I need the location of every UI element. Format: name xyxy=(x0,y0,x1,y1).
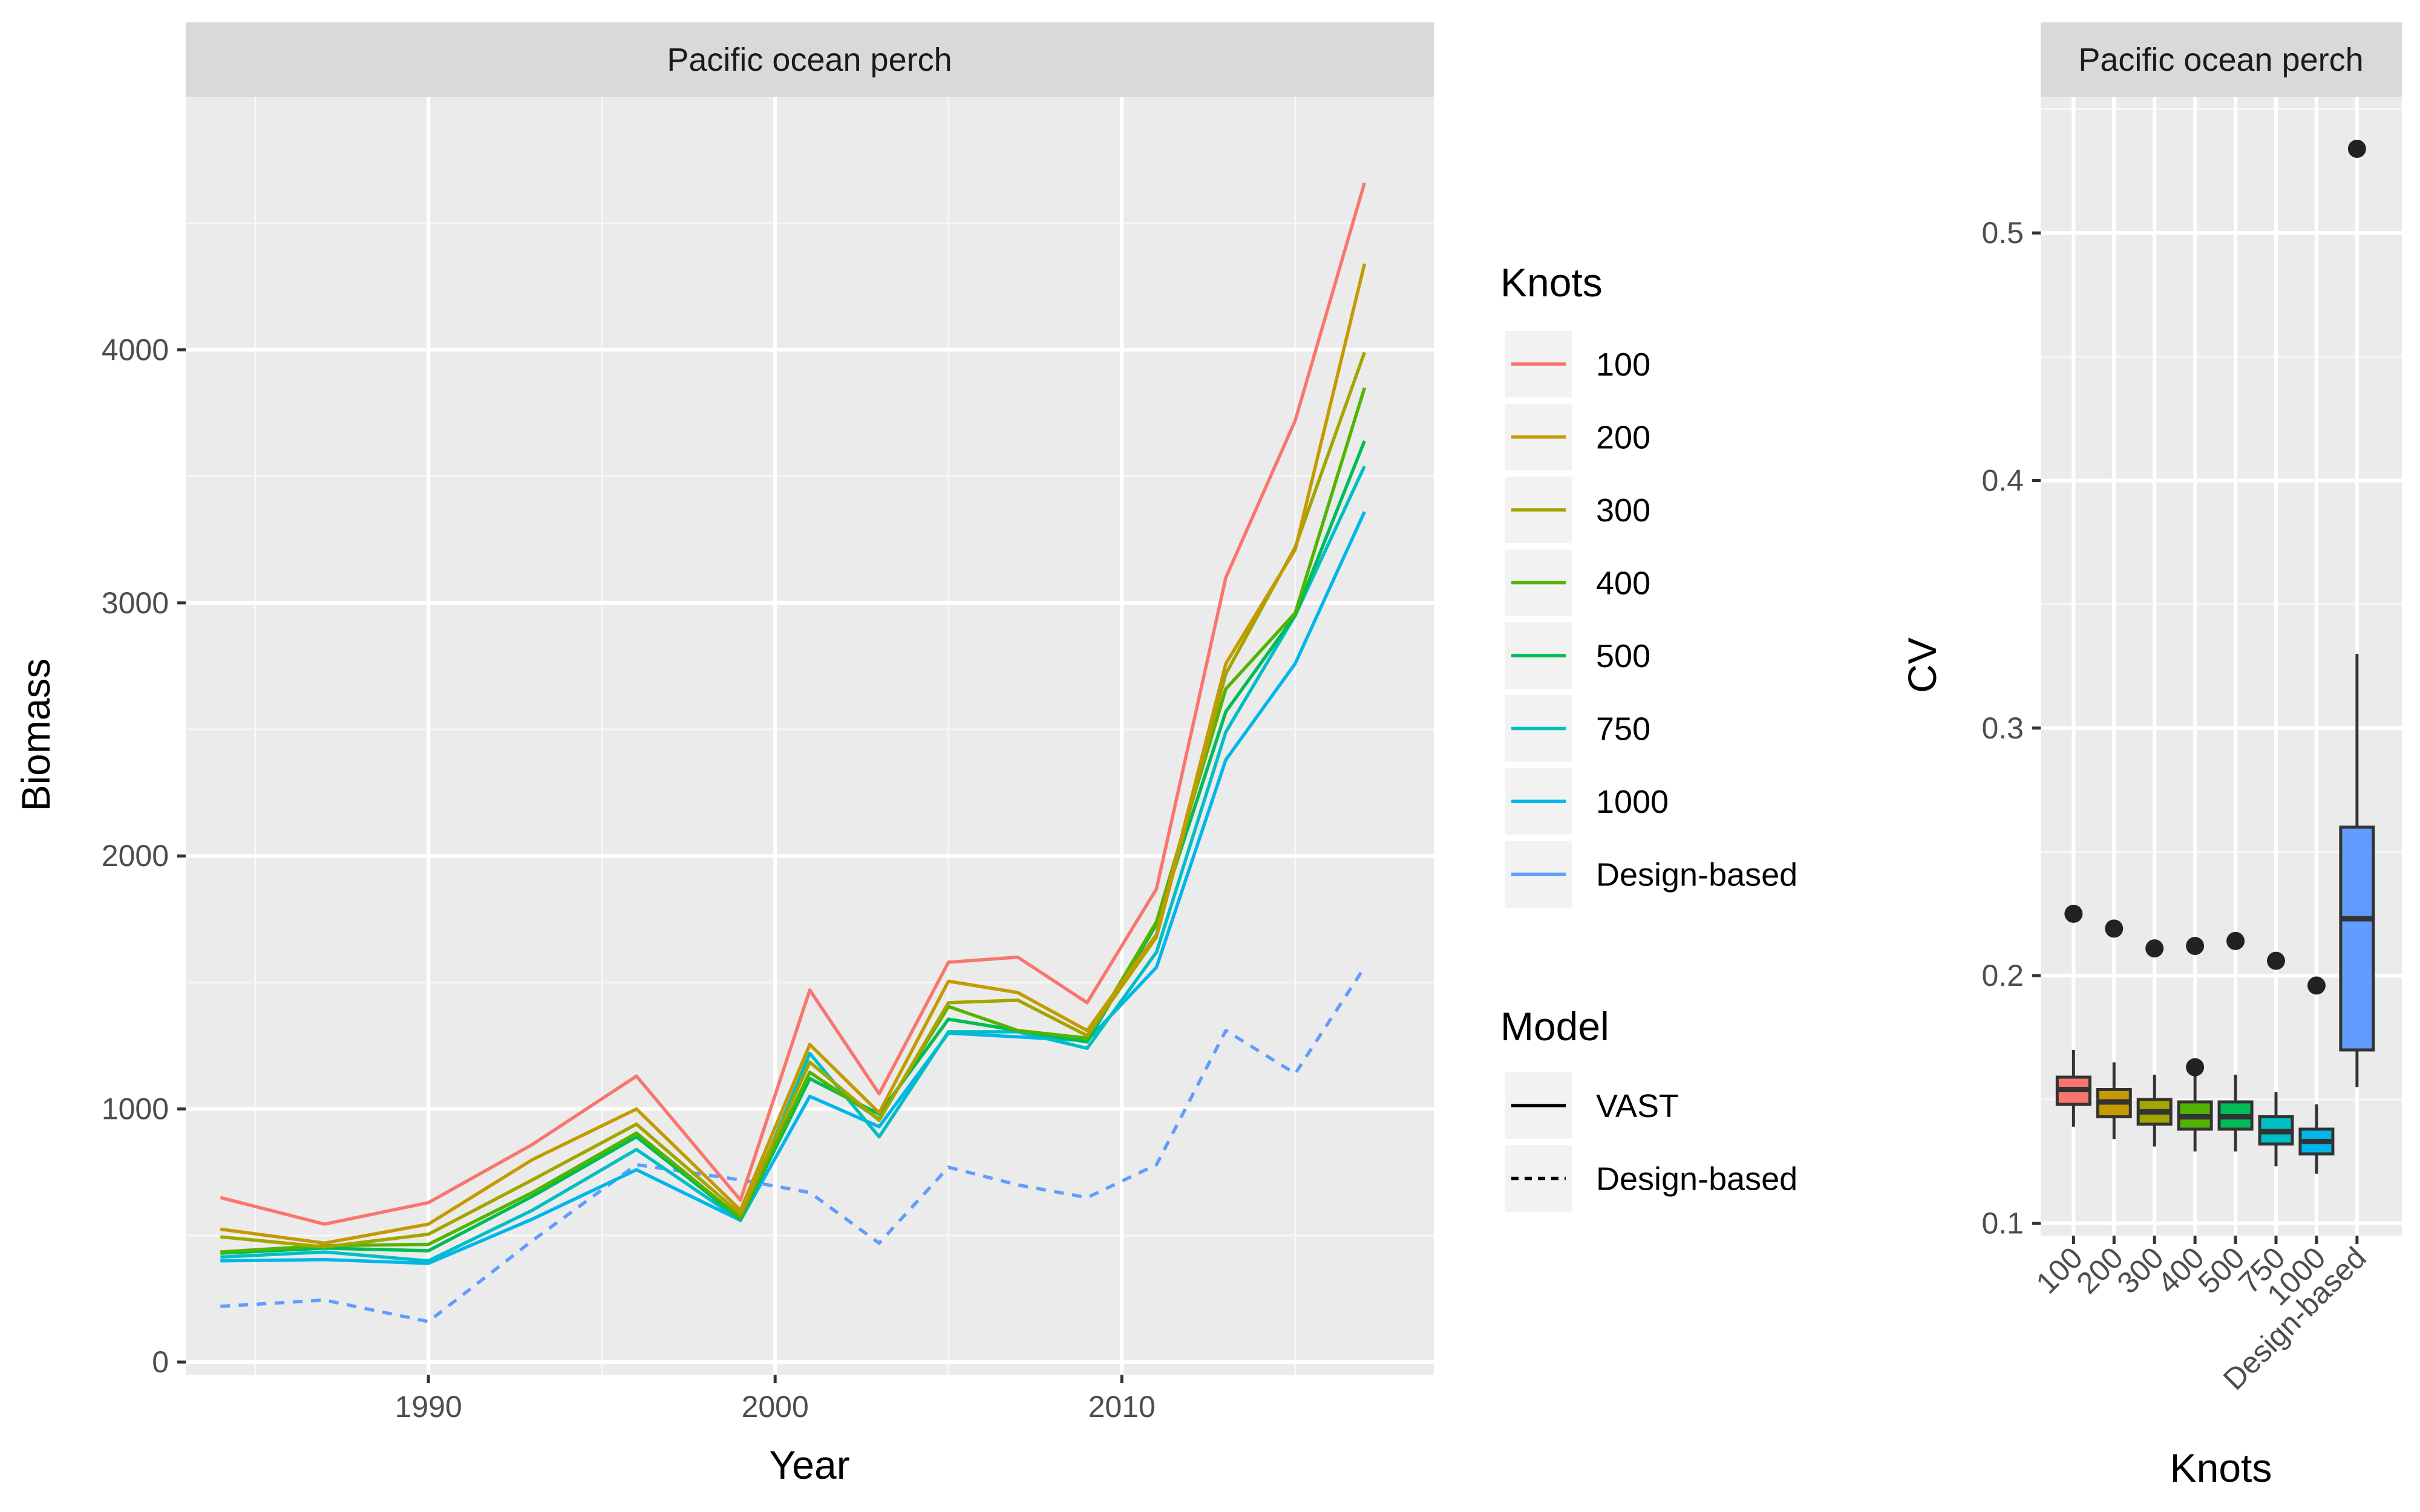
biomass-x-axis-title: Year xyxy=(769,1442,849,1487)
series-line-300-vast xyxy=(220,351,1366,1249)
y-tick-label: 0.4 xyxy=(1981,463,2024,497)
y-tick-label: 0.1 xyxy=(1981,1207,2024,1240)
legend-label-design-based: Design-based xyxy=(1596,857,1797,893)
biomass-panel: Pacific ocean perch 1990 2000 2010 0 1000 20… xyxy=(13,22,1434,1487)
box-100 xyxy=(2055,904,2091,1127)
biomass-x-axis: 1990 2000 2010 xyxy=(395,1375,1156,1424)
box-750 xyxy=(2258,951,2294,1167)
cv-y-axis: 0.1 0.2 0.3 0.4 0.5 xyxy=(1981,216,2041,1240)
box-1000 xyxy=(2298,976,2335,1174)
biomass-panel-strip-title: Pacific ocean perch xyxy=(667,42,952,78)
legend-label-500: 500 xyxy=(1596,638,1650,674)
outlier-point xyxy=(2105,919,2124,938)
series-line-200-vast xyxy=(220,263,1367,1245)
y-tick-label: 0.3 xyxy=(1981,711,2024,745)
x-tick-label: 2000 xyxy=(742,1390,809,1424)
y-tick-label: 2000 xyxy=(102,839,169,873)
legend-label-200: 200 xyxy=(1596,420,1650,456)
cv-panel: Pacific ocean perch 0.10.20.30.40.5 1002… xyxy=(1900,22,2402,1490)
cv-y-axis-title: CV xyxy=(1900,637,1944,693)
legend-label-1000: 1000 xyxy=(1596,784,1669,820)
legend-label-750: 750 xyxy=(1596,711,1650,748)
box-300 xyxy=(2136,939,2173,1147)
biomass-y-axis: 0 1000 2000 3000 4000 xyxy=(102,333,186,1379)
outlier-point xyxy=(2307,976,2326,995)
legend-label-400: 400 xyxy=(1596,565,1650,602)
biomass-y-axis-title: Biomass xyxy=(13,658,58,811)
legend-model-label-vast: VAST xyxy=(1596,1088,1679,1124)
series-line-100-vast xyxy=(220,182,1367,1226)
outlier-point xyxy=(2226,931,2245,950)
cv-x-axis-title: Knots xyxy=(2170,1445,2272,1490)
outlier-point xyxy=(2347,139,2366,158)
biomass-panel-strip xyxy=(186,22,1434,97)
biomass-gridlines xyxy=(186,97,1434,1375)
legend-model-label-design-based: Design-based xyxy=(1596,1161,1797,1198)
legend: Knots 100 200 300 400 500 750 1000 Design-based… xyxy=(1500,260,1797,1212)
box-body xyxy=(2339,826,2375,1052)
box-400 xyxy=(2177,937,2213,1152)
biomass-lines xyxy=(220,182,1367,1323)
y-tick-label: 1000 xyxy=(102,1092,169,1126)
x-tick-label: 1990 xyxy=(395,1390,462,1424)
outlier-point xyxy=(2186,937,2205,956)
legend-knots-title: Knots xyxy=(1500,260,1603,305)
legend-model-entries: VAST Design-based xyxy=(1505,1072,1797,1212)
legend-label-100: 100 xyxy=(1596,347,1650,383)
box-design-based xyxy=(2339,139,2375,1087)
cv-panel-strip xyxy=(2041,22,2402,97)
box-500 xyxy=(2217,931,2254,1152)
y-tick-label: 4000 xyxy=(102,333,169,367)
biomass-plot-area xyxy=(186,97,1434,1375)
cv-panel-strip-title: Pacific ocean perch xyxy=(2078,42,2363,78)
legend-model-title: Model xyxy=(1500,1004,1609,1049)
legend-label-300: 300 xyxy=(1596,492,1650,529)
outlier-point xyxy=(2186,1058,2205,1077)
cv-boxes xyxy=(2055,139,2375,1174)
y-tick-label: 0.2 xyxy=(1981,959,2024,992)
legend-knots-entries: 100 200 300 400 500 750 1000 Design-based xyxy=(1505,331,1797,908)
box-200 xyxy=(2096,919,2132,1139)
y-tick-label: 3000 xyxy=(102,586,169,620)
x-tick-label: 2010 xyxy=(1088,1390,1156,1424)
outlier-point xyxy=(2145,939,2164,958)
series-line-750-vast xyxy=(220,465,1366,1263)
series-line-design-based xyxy=(220,966,1366,1323)
outlier-point xyxy=(2064,904,2083,923)
series-line-1000-vast xyxy=(220,511,1366,1265)
cv-plot-area xyxy=(2041,97,2402,1236)
y-tick-label: 0.5 xyxy=(1981,216,2024,250)
y-tick-label: 0 xyxy=(152,1345,169,1379)
outlier-point xyxy=(2267,951,2285,970)
